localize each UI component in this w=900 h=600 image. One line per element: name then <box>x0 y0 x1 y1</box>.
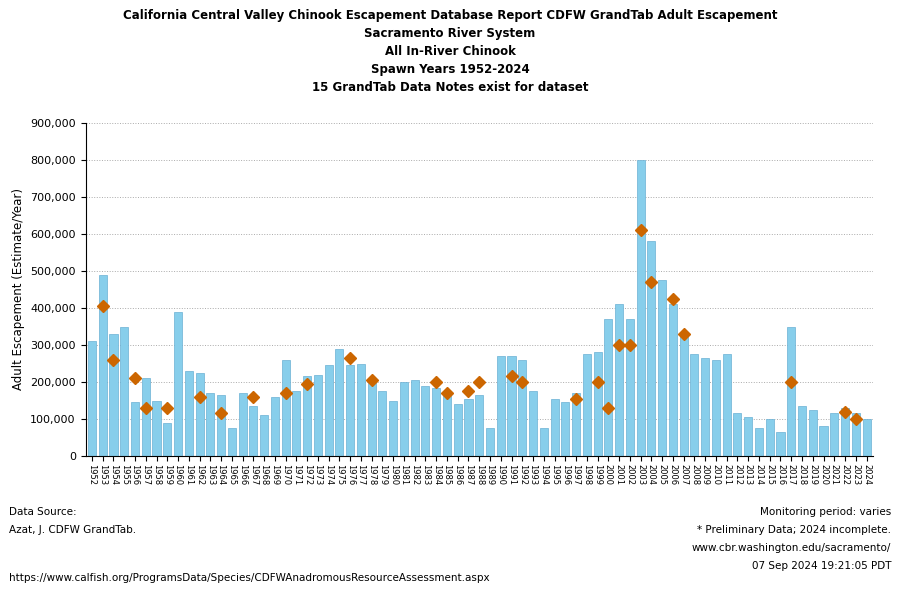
Text: Sacramento River System: Sacramento River System <box>364 27 536 40</box>
Bar <box>798 406 806 456</box>
Bar <box>830 413 838 456</box>
Bar <box>712 360 720 456</box>
Bar <box>325 365 333 456</box>
Bar <box>562 403 570 456</box>
Bar <box>195 373 203 456</box>
Bar <box>540 428 548 456</box>
Bar <box>206 393 214 456</box>
Text: Spawn Years 1952-2024: Spawn Years 1952-2024 <box>371 63 529 76</box>
Bar <box>249 406 257 456</box>
Bar <box>572 393 580 456</box>
Bar <box>680 334 688 456</box>
Bar <box>464 398 473 456</box>
Bar <box>809 410 817 456</box>
Text: All In-River Chinook: All In-River Chinook <box>384 45 516 58</box>
Bar <box>604 319 612 456</box>
Bar <box>432 388 440 456</box>
Bar <box>292 391 301 456</box>
Bar <box>454 404 462 456</box>
Bar <box>690 354 698 456</box>
Bar <box>421 386 429 456</box>
Bar <box>400 382 408 456</box>
Bar <box>841 408 849 456</box>
Bar <box>723 354 731 456</box>
Bar <box>594 352 601 456</box>
Bar <box>410 380 419 456</box>
Bar <box>475 395 483 456</box>
Bar <box>271 397 279 456</box>
Bar <box>766 419 774 456</box>
Bar <box>346 365 355 456</box>
Bar <box>163 422 171 456</box>
Bar <box>303 376 311 456</box>
Bar <box>647 241 655 456</box>
Bar <box>529 391 537 456</box>
Bar <box>131 403 139 456</box>
Text: California Central Valley Chinook Escapement Database Report CDFW GrandTab Adult: California Central Valley Chinook Escape… <box>122 9 778 22</box>
Text: 15 GrandTab Data Notes exist for dataset: 15 GrandTab Data Notes exist for dataset <box>311 81 589 94</box>
Bar <box>701 358 709 456</box>
Bar <box>357 364 364 456</box>
Bar <box>658 280 666 456</box>
Bar <box>238 393 247 456</box>
Bar <box>497 356 505 456</box>
Bar <box>820 427 827 456</box>
Bar <box>518 360 526 456</box>
Bar <box>734 413 742 456</box>
Bar <box>228 428 236 456</box>
Text: https://www.calfish.org/ProgramsData/Species/CDFWAnadromousResourceAssessment.as: https://www.calfish.org/ProgramsData/Spe… <box>9 573 490 583</box>
Bar <box>615 304 623 456</box>
Bar <box>508 356 516 456</box>
Bar <box>141 379 149 456</box>
Text: Azat, J. CDFW GrandTab.: Azat, J. CDFW GrandTab. <box>9 525 136 535</box>
Bar <box>551 398 559 456</box>
Bar <box>669 304 677 456</box>
Bar <box>851 413 860 456</box>
Bar <box>443 395 451 456</box>
Bar <box>121 326 129 456</box>
Bar <box>88 341 96 456</box>
Bar <box>378 391 386 456</box>
Bar <box>486 428 494 456</box>
Text: Data Source:: Data Source: <box>9 507 77 517</box>
Bar <box>788 326 796 456</box>
Bar <box>217 395 225 456</box>
Bar <box>336 349 344 456</box>
Text: * Preliminary Data; 2024 incomplete.: * Preliminary Data; 2024 incomplete. <box>697 525 891 535</box>
Bar <box>282 360 290 456</box>
Bar <box>744 417 752 456</box>
Y-axis label: Adult Escapement (Estimate/Year): Adult Escapement (Estimate/Year) <box>12 188 24 391</box>
Bar <box>110 334 118 456</box>
Bar <box>636 160 644 456</box>
Bar <box>174 312 182 456</box>
Bar <box>755 428 763 456</box>
Bar <box>626 319 634 456</box>
Text: Monitoring period: varies: Monitoring period: varies <box>760 507 891 517</box>
Bar <box>152 401 160 456</box>
Bar <box>777 432 785 456</box>
Bar <box>184 371 193 456</box>
Bar <box>260 415 268 456</box>
Bar <box>389 401 397 456</box>
Bar <box>314 374 322 456</box>
Bar <box>583 354 591 456</box>
Bar <box>862 419 870 456</box>
Bar <box>367 382 375 456</box>
Text: 07 Sep 2024 19:21:05 PDT: 07 Sep 2024 19:21:05 PDT <box>752 561 891 571</box>
Text: www.cbr.washington.edu/sacramento/: www.cbr.washington.edu/sacramento/ <box>691 543 891 553</box>
Bar <box>99 275 107 456</box>
